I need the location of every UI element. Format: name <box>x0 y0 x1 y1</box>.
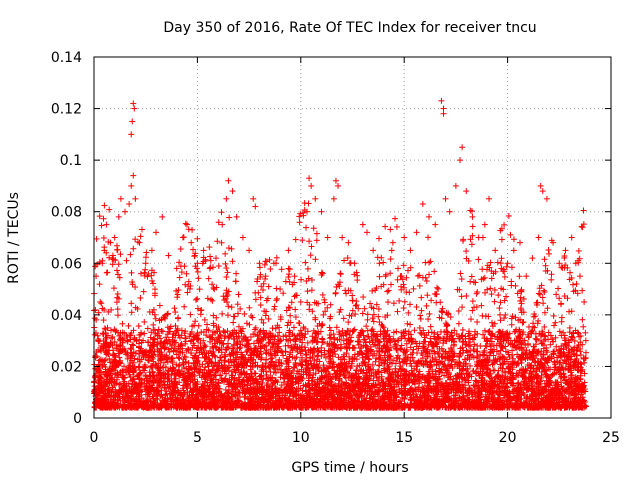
data-point <box>416 368 423 375</box>
data-point <box>331 336 338 343</box>
data-point <box>374 377 381 384</box>
data-point <box>568 375 575 382</box>
data-point <box>547 341 554 348</box>
data-point <box>416 340 423 347</box>
data-point <box>327 327 334 334</box>
data-point <box>141 330 148 337</box>
data-point <box>280 333 287 340</box>
data-point <box>304 339 311 346</box>
data-point <box>221 329 228 336</box>
data-point <box>351 351 358 358</box>
data-point <box>556 328 563 335</box>
data-point <box>274 332 281 339</box>
data-point <box>106 355 113 362</box>
data-point <box>184 389 191 396</box>
data-point <box>372 358 379 365</box>
data-point <box>544 349 551 356</box>
data-point <box>277 374 284 381</box>
data-point <box>309 333 316 340</box>
data-point <box>397 363 404 370</box>
data-point <box>497 347 504 354</box>
data-point <box>212 353 219 360</box>
data-points <box>91 97 590 411</box>
data-point <box>582 337 589 344</box>
data-point <box>120 363 127 370</box>
data-point <box>330 331 337 338</box>
data-point <box>124 355 131 362</box>
data-point <box>129 341 136 348</box>
data-point <box>420 327 427 334</box>
data-point <box>582 355 589 362</box>
data-point <box>173 361 180 368</box>
data-point <box>582 329 589 336</box>
data-point <box>198 329 205 336</box>
